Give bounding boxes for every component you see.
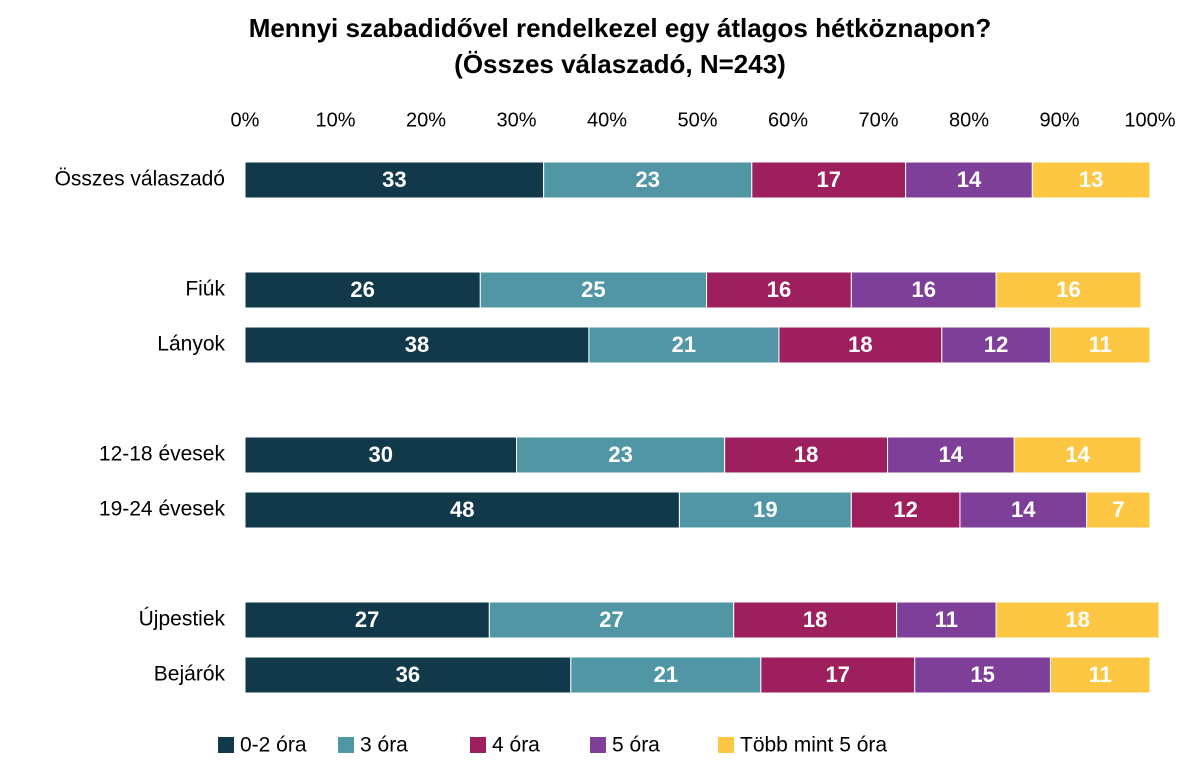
data-label: 14 bbox=[1065, 442, 1090, 467]
legend-label: 4 óra bbox=[492, 734, 540, 757]
x-tick-label: 80% bbox=[949, 109, 989, 131]
bar-segment bbox=[914, 656, 1051, 694]
legend-label: Több mint 5 óra bbox=[740, 734, 887, 757]
legend-swatch bbox=[470, 737, 486, 753]
bar-segment bbox=[706, 271, 852, 309]
bar-segment bbox=[244, 271, 481, 309]
bar-segment bbox=[516, 436, 726, 474]
bar-segment bbox=[479, 271, 708, 309]
data-label: 16 bbox=[912, 277, 936, 302]
data-label: 18 bbox=[803, 607, 827, 632]
bar-segment bbox=[778, 326, 943, 364]
data-label: 7 bbox=[1112, 497, 1124, 522]
data-label: 30 bbox=[369, 442, 393, 467]
y-tick-label: 19-24 évesek bbox=[99, 498, 226, 521]
y-tick-label: Bejárók bbox=[154, 663, 226, 686]
bar-segment bbox=[678, 491, 852, 529]
x-tick-label: 100% bbox=[1124, 109, 1175, 131]
data-label: 17 bbox=[816, 167, 840, 192]
bar-segment bbox=[887, 436, 1015, 474]
bar-segment bbox=[488, 601, 735, 639]
legend-swatch bbox=[718, 737, 734, 753]
y-tick-label: Fiúk bbox=[185, 278, 225, 301]
data-label: 11 bbox=[1089, 662, 1112, 687]
data-label: 26 bbox=[350, 277, 374, 302]
bar-segment bbox=[850, 271, 997, 309]
x-tick-label: 70% bbox=[858, 109, 898, 131]
x-tick-label: 30% bbox=[496, 109, 536, 131]
data-label: 14 bbox=[939, 442, 964, 467]
bar-segment bbox=[1086, 491, 1151, 529]
x-tick-label: 60% bbox=[768, 109, 808, 131]
bar-segment bbox=[588, 326, 780, 364]
y-tick-label: Lányok bbox=[157, 333, 225, 356]
data-label: 11 bbox=[1089, 332, 1112, 357]
bar-segment bbox=[941, 326, 1051, 364]
data-label: 27 bbox=[599, 607, 623, 632]
x-tick-label: 10% bbox=[315, 109, 355, 131]
bar-segment bbox=[244, 656, 572, 694]
chart-subtitle: (Összes válaszadó, N=243) bbox=[454, 49, 786, 79]
legend-swatch bbox=[338, 737, 354, 753]
bar-segment bbox=[1049, 326, 1151, 364]
data-label: 16 bbox=[1056, 277, 1080, 302]
data-label: 18 bbox=[848, 332, 872, 357]
x-tick-label: 90% bbox=[1039, 109, 1079, 131]
bar-segment bbox=[995, 271, 1142, 309]
y-tick-label: 12-18 évesek bbox=[99, 443, 226, 466]
legend-label: 3 óra bbox=[360, 734, 408, 757]
data-label: 23 bbox=[608, 442, 632, 467]
x-tick-label: 0% bbox=[231, 109, 260, 131]
bar-segment bbox=[543, 161, 753, 199]
bar-segment bbox=[1031, 161, 1151, 199]
data-label: 13 bbox=[1079, 167, 1103, 192]
y-tick-label: Összes válaszadó bbox=[55, 168, 225, 191]
data-label: 38 bbox=[405, 332, 429, 357]
data-label: 33 bbox=[382, 167, 406, 192]
y-tick-label: Újpestiek bbox=[139, 608, 226, 631]
data-label: 15 bbox=[970, 662, 994, 687]
data-label: 21 bbox=[654, 662, 678, 687]
data-label: 12 bbox=[984, 332, 1008, 357]
chart-title: Mennyi szabadidővel rendelkezel egy átla… bbox=[249, 13, 992, 43]
legend-label: 0-2 óra bbox=[240, 734, 307, 757]
bar-segment bbox=[896, 601, 997, 639]
data-label: 17 bbox=[826, 662, 850, 687]
bar-segment bbox=[244, 161, 545, 199]
bar-segment bbox=[1013, 436, 1142, 474]
data-label: 36 bbox=[396, 662, 420, 687]
bar-segment bbox=[244, 491, 680, 529]
legend-label: 5 óra bbox=[612, 734, 660, 757]
legend-swatch bbox=[590, 737, 606, 753]
bar-segment bbox=[751, 161, 907, 199]
data-label: 21 bbox=[672, 332, 696, 357]
data-label: 19 bbox=[753, 497, 777, 522]
data-label: 23 bbox=[635, 167, 659, 192]
bar-segment bbox=[995, 601, 1160, 639]
data-label: 14 bbox=[1011, 497, 1036, 522]
data-label: 18 bbox=[1065, 607, 1089, 632]
data-label: 14 bbox=[957, 167, 982, 192]
data-label: 11 bbox=[935, 607, 958, 632]
data-label: 12 bbox=[893, 497, 917, 522]
data-label: 27 bbox=[355, 607, 379, 632]
data-label: 18 bbox=[794, 442, 818, 467]
bar-segment bbox=[244, 436, 517, 474]
data-label: 16 bbox=[767, 277, 791, 302]
x-tick-label: 40% bbox=[587, 109, 627, 131]
bar-segment bbox=[724, 436, 889, 474]
x-tick-label: 20% bbox=[406, 109, 446, 131]
data-label: 48 bbox=[450, 497, 474, 522]
x-tick-label: 50% bbox=[677, 109, 717, 131]
bar-segment bbox=[733, 601, 898, 639]
data-label: 25 bbox=[581, 277, 605, 302]
bar-segment bbox=[1049, 656, 1151, 694]
legend-swatch bbox=[218, 737, 234, 753]
bar-segment bbox=[850, 491, 961, 529]
